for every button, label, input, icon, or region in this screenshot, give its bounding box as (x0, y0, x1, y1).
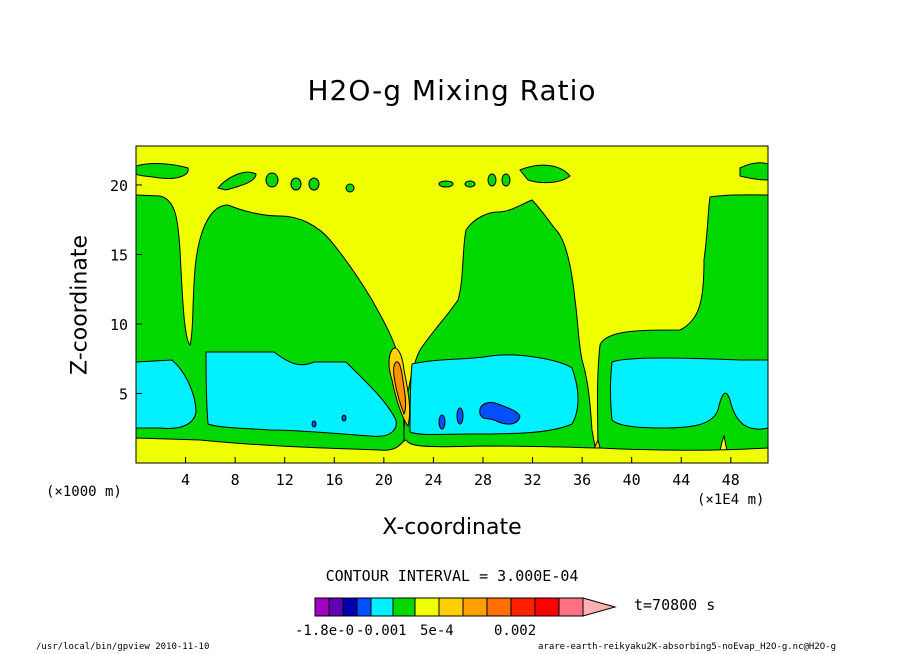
blue-blob (479, 401, 521, 425)
colorbar-swatch (462, 597, 488, 617)
green-dot (501, 173, 511, 187)
y-tick-label: 5 (119, 385, 128, 403)
green-dot (345, 183, 355, 193)
colorbar-swatch (342, 597, 358, 617)
y-tick-label: 15 (110, 246, 128, 264)
green-dot (308, 177, 320, 191)
blue-blob (456, 407, 464, 425)
green-dot (265, 172, 279, 188)
colorbar-swatch (314, 597, 330, 617)
x-unit-label: (×1000 m) (46, 484, 122, 500)
green-blob-top-right2 (739, 162, 768, 181)
contour-interval-text: CONTOUR INTERVAL = 3.000E-04 (325, 567, 579, 585)
colorbar-label: -0.001 (356, 623, 407, 639)
x-unit-label-secondary: (×1E4 m) (697, 492, 765, 508)
footer-right: arare-earth-reikyaku2K-absorbing5-noEvap… (538, 642, 837, 652)
bottom-yellow-band (136, 437, 768, 463)
cyan-region-left (136, 359, 197, 429)
colorbar-swatch (486, 597, 512, 617)
cyan-region-center-right (409, 354, 579, 435)
chart-title: H2O-g Mixing Ratio (307, 74, 597, 107)
colorbar-swatch (356, 597, 372, 617)
colorbar-swatch (438, 597, 464, 617)
x-tick-label: 16 (325, 471, 343, 489)
green-blob-top-right (519, 164, 571, 184)
footer-left: /usr/local/bin/gpview 2010-11-10 (36, 642, 210, 652)
contour-field (136, 146, 768, 463)
y-tick-label: 20 (110, 177, 128, 195)
green-dot (464, 180, 476, 188)
y-tick-label: 10 (110, 316, 128, 334)
colorbar-swatch (414, 597, 440, 617)
colorbar-swatch (510, 597, 536, 617)
x-tick-label: 20 (375, 471, 393, 489)
y-axis-label: Z-coordinate (67, 235, 93, 375)
x-tick-label: 28 (474, 471, 492, 489)
x-tick-label: 40 (623, 471, 641, 489)
colorbar (314, 597, 617, 617)
blue-blob (341, 414, 347, 422)
colorbar-label: 5e-4 (420, 623, 454, 639)
blue-blob (438, 414, 446, 430)
colorbar-swatch (370, 597, 394, 617)
colorbar-swatch (534, 597, 560, 617)
green-blob-top-left (136, 163, 189, 179)
x-ticks: 4 8 12 16 20 24 28 32 36 40 44 48 (181, 457, 740, 489)
x-tick-label: 24 (424, 471, 442, 489)
colorbar-label: -1.8e-0 (295, 623, 355, 639)
y-ticks: 5 10 15 20 (110, 177, 142, 403)
x-tick-label: 44 (672, 471, 690, 489)
x-tick-label: 4 (181, 471, 190, 489)
x-axis-label: X-coordinate (382, 515, 522, 540)
x-tick-label: 32 (524, 471, 542, 489)
x-tick-label: 8 (231, 471, 240, 489)
x-tick-label: 36 (573, 471, 591, 489)
green-dot (438, 180, 454, 188)
colorbar-swatch (328, 597, 344, 617)
green-dot (290, 177, 302, 191)
plot-frame (135, 145, 769, 464)
orange-plume-core (393, 361, 406, 416)
x-tick-label: 12 (276, 471, 294, 489)
colorbar-swatch (392, 597, 416, 617)
cyan-region-center-left (205, 351, 397, 437)
x-tick-label: 48 (722, 471, 740, 489)
colorbar-swatch (558, 597, 584, 617)
colorbar-label: 0.002 (494, 623, 537, 639)
cyan-region-right (610, 357, 768, 430)
colorbar-arrow (582, 597, 617, 617)
blue-blob (311, 420, 317, 428)
time-label: t=70800 s (634, 596, 716, 614)
green-blob-top-left2 (217, 171, 257, 191)
green-dot (487, 173, 497, 187)
